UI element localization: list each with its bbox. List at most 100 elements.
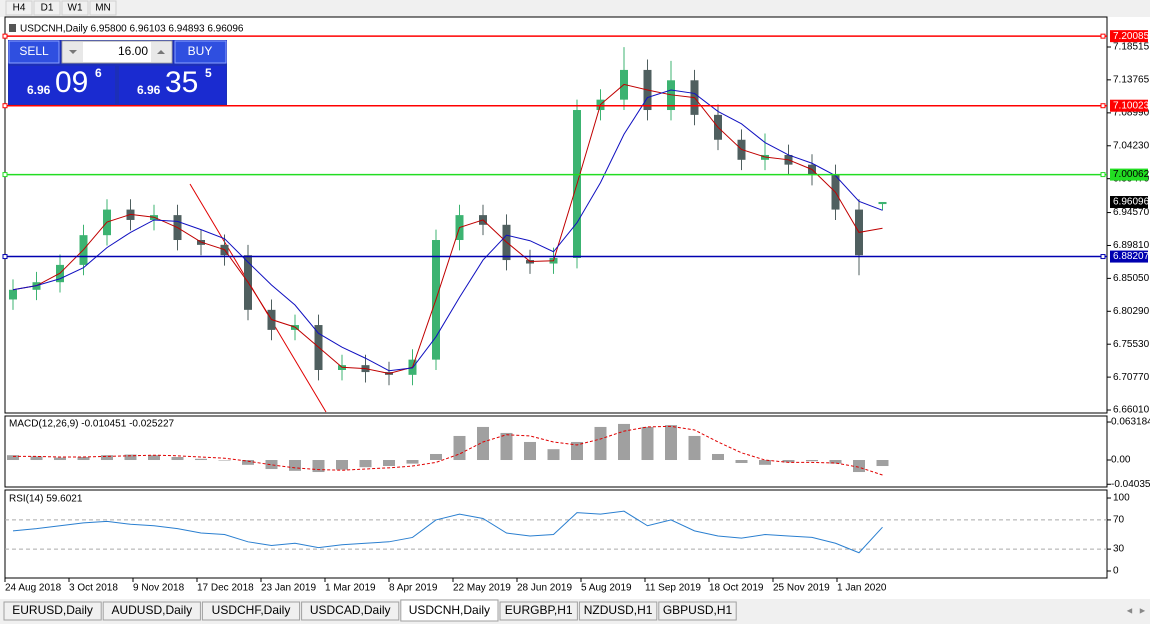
tab[interactable] (201, 601, 301, 621)
y-tick-label: 6.66010 (1113, 405, 1150, 416)
sell-price-box[interactable] (9, 66, 115, 104)
level-label: 7.20085 (1113, 31, 1150, 42)
y-tick-label: 6.94570 (1113, 207, 1150, 218)
y-tick-label: 30 (1113, 544, 1125, 555)
y-tick-label: -0.040355 (1111, 479, 1150, 490)
tab-label[interactable]: NZDUSD,H1 (584, 603, 653, 617)
y-tick-label: 0 (1113, 566, 1119, 577)
macd-bar (77, 457, 90, 461)
level-label-bg (1110, 168, 1148, 181)
symbol-tabs: EURUSD,Daily AUDUSD,Daily USDCHF,Daily USDC… (3, 599, 737, 622)
macd-bar (594, 426, 607, 461)
scroll-right[interactable]: ► (1138, 605, 1147, 615)
tab-label[interactable]: AUDUSD,Daily (111, 603, 192, 617)
timeframe-button[interactable] (33, 0, 61, 16)
trade-panel: SELL 16.00 BUY 6.96 09 6 6.96 35 5 (8, 40, 227, 105)
chart-layer: 7.185157.137657.089907.042306.994706.945… (2, 30, 1150, 594)
candle-body (878, 201, 887, 205)
buy-label[interactable]: BUY (188, 44, 213, 58)
macd-bar (806, 460, 818, 462)
macd-bar (453, 435, 466, 461)
sell-button[interactable] (8, 40, 60, 64)
macd-bar (30, 456, 43, 461)
level-handle (2, 172, 8, 178)
y-tick-label: 0.00 (1111, 455, 1131, 466)
y-tick-label: 7.08990 (1113, 108, 1150, 119)
timeframe-button[interactable] (89, 0, 117, 16)
level-handle (1100, 172, 1106, 178)
timeframe-button[interactable] (61, 0, 89, 16)
x-tick-label: 24 Aug 2018 (5, 583, 62, 594)
sell-label[interactable]: SELL (19, 44, 49, 58)
toolbar-bg (0, 0, 1150, 16)
moving-average (12, 89, 883, 372)
macd-bar (171, 457, 184, 461)
macd-bar (359, 460, 372, 468)
y-tick-label: 100 (1113, 493, 1130, 504)
rsi-title: RSI(14) 59.6021 (9, 494, 83, 505)
lot-value: 16.00 (118, 44, 148, 58)
tab-label[interactable]: EURUSD,Daily (12, 603, 93, 617)
active-tab[interactable] (400, 599, 499, 622)
macd-bar (312, 460, 325, 473)
buy-price-box[interactable] (119, 66, 226, 104)
macd-frame (4, 415, 1108, 488)
macd-bar (641, 426, 654, 461)
macd-bar (547, 449, 560, 461)
x-tick-label: 28 Jun 2019 (517, 583, 572, 594)
buy-price-big: 35 (165, 66, 198, 99)
macd-bar (876, 460, 889, 467)
scroll-left[interactable]: ◄ (1125, 605, 1134, 615)
macd-bar (124, 454, 137, 461)
x-tick-label: 18 Oct 2019 (709, 583, 764, 594)
macd-bar (383, 460, 395, 467)
y-tick-label: 6.70770 (1113, 372, 1150, 383)
lot-input[interactable] (61, 40, 173, 64)
y-tick-label: 6.75530 (1113, 339, 1150, 350)
macd-bar (500, 432, 513, 461)
last-price-bg (1110, 196, 1148, 209)
x-tick-label: 22 May 2019 (453, 583, 511, 594)
tab[interactable] (658, 601, 737, 621)
timeframe-label[interactable]: H4 (13, 3, 26, 14)
x-tick-label: 23 Jan 2019 (261, 583, 316, 594)
tab[interactable] (102, 601, 201, 621)
rsi-frame (4, 489, 1108, 579)
macd-bar (829, 460, 842, 464)
tab-label[interactable]: USDCAD,Daily (310, 603, 391, 617)
y-tick-label: 70 (1113, 515, 1125, 526)
y-tick-label: 7.13765 (1113, 74, 1150, 85)
timeframe-toolbar: H4 D1 W1 MN (0, 0, 1150, 16)
tab[interactable] (578, 601, 658, 621)
main-frame (4, 16, 1108, 414)
tab-label[interactable]: USDCNH,Daily (409, 603, 490, 617)
tab[interactable] (301, 601, 400, 621)
level-handle (2, 103, 8, 109)
tab-label[interactable]: USDCHF,Daily (212, 603, 291, 617)
moving-average (12, 83, 883, 374)
buy-button[interactable] (174, 40, 227, 64)
timeframe-label[interactable]: MN (95, 3, 111, 14)
tab[interactable] (499, 601, 578, 621)
level-handle (2, 254, 8, 260)
timeframe-label[interactable]: D1 (41, 3, 54, 14)
macd-bar (54, 457, 66, 461)
macd-bar (218, 460, 231, 461)
sell-price-small: 6 (95, 66, 102, 80)
macd-signal (13, 425, 883, 476)
macd-bar (265, 460, 278, 470)
tab-label[interactable]: EURGBP,H1 (505, 603, 573, 617)
macd-bar (735, 460, 748, 464)
tab-label[interactable]: GBPUSD,H1 (663, 603, 733, 617)
timeframe-label[interactable]: W1 (68, 3, 83, 14)
tab[interactable] (3, 601, 102, 621)
timeframe-button[interactable] (5, 0, 33, 16)
y-tick-label: 7.18515 (1113, 42, 1150, 53)
macd-bar (782, 460, 795, 463)
macd-bar (336, 460, 348, 470)
macd-bar (430, 453, 442, 461)
sell-price-big: 09 (55, 66, 88, 99)
macd-bar (195, 458, 207, 461)
down-arrow (69, 50, 77, 54)
